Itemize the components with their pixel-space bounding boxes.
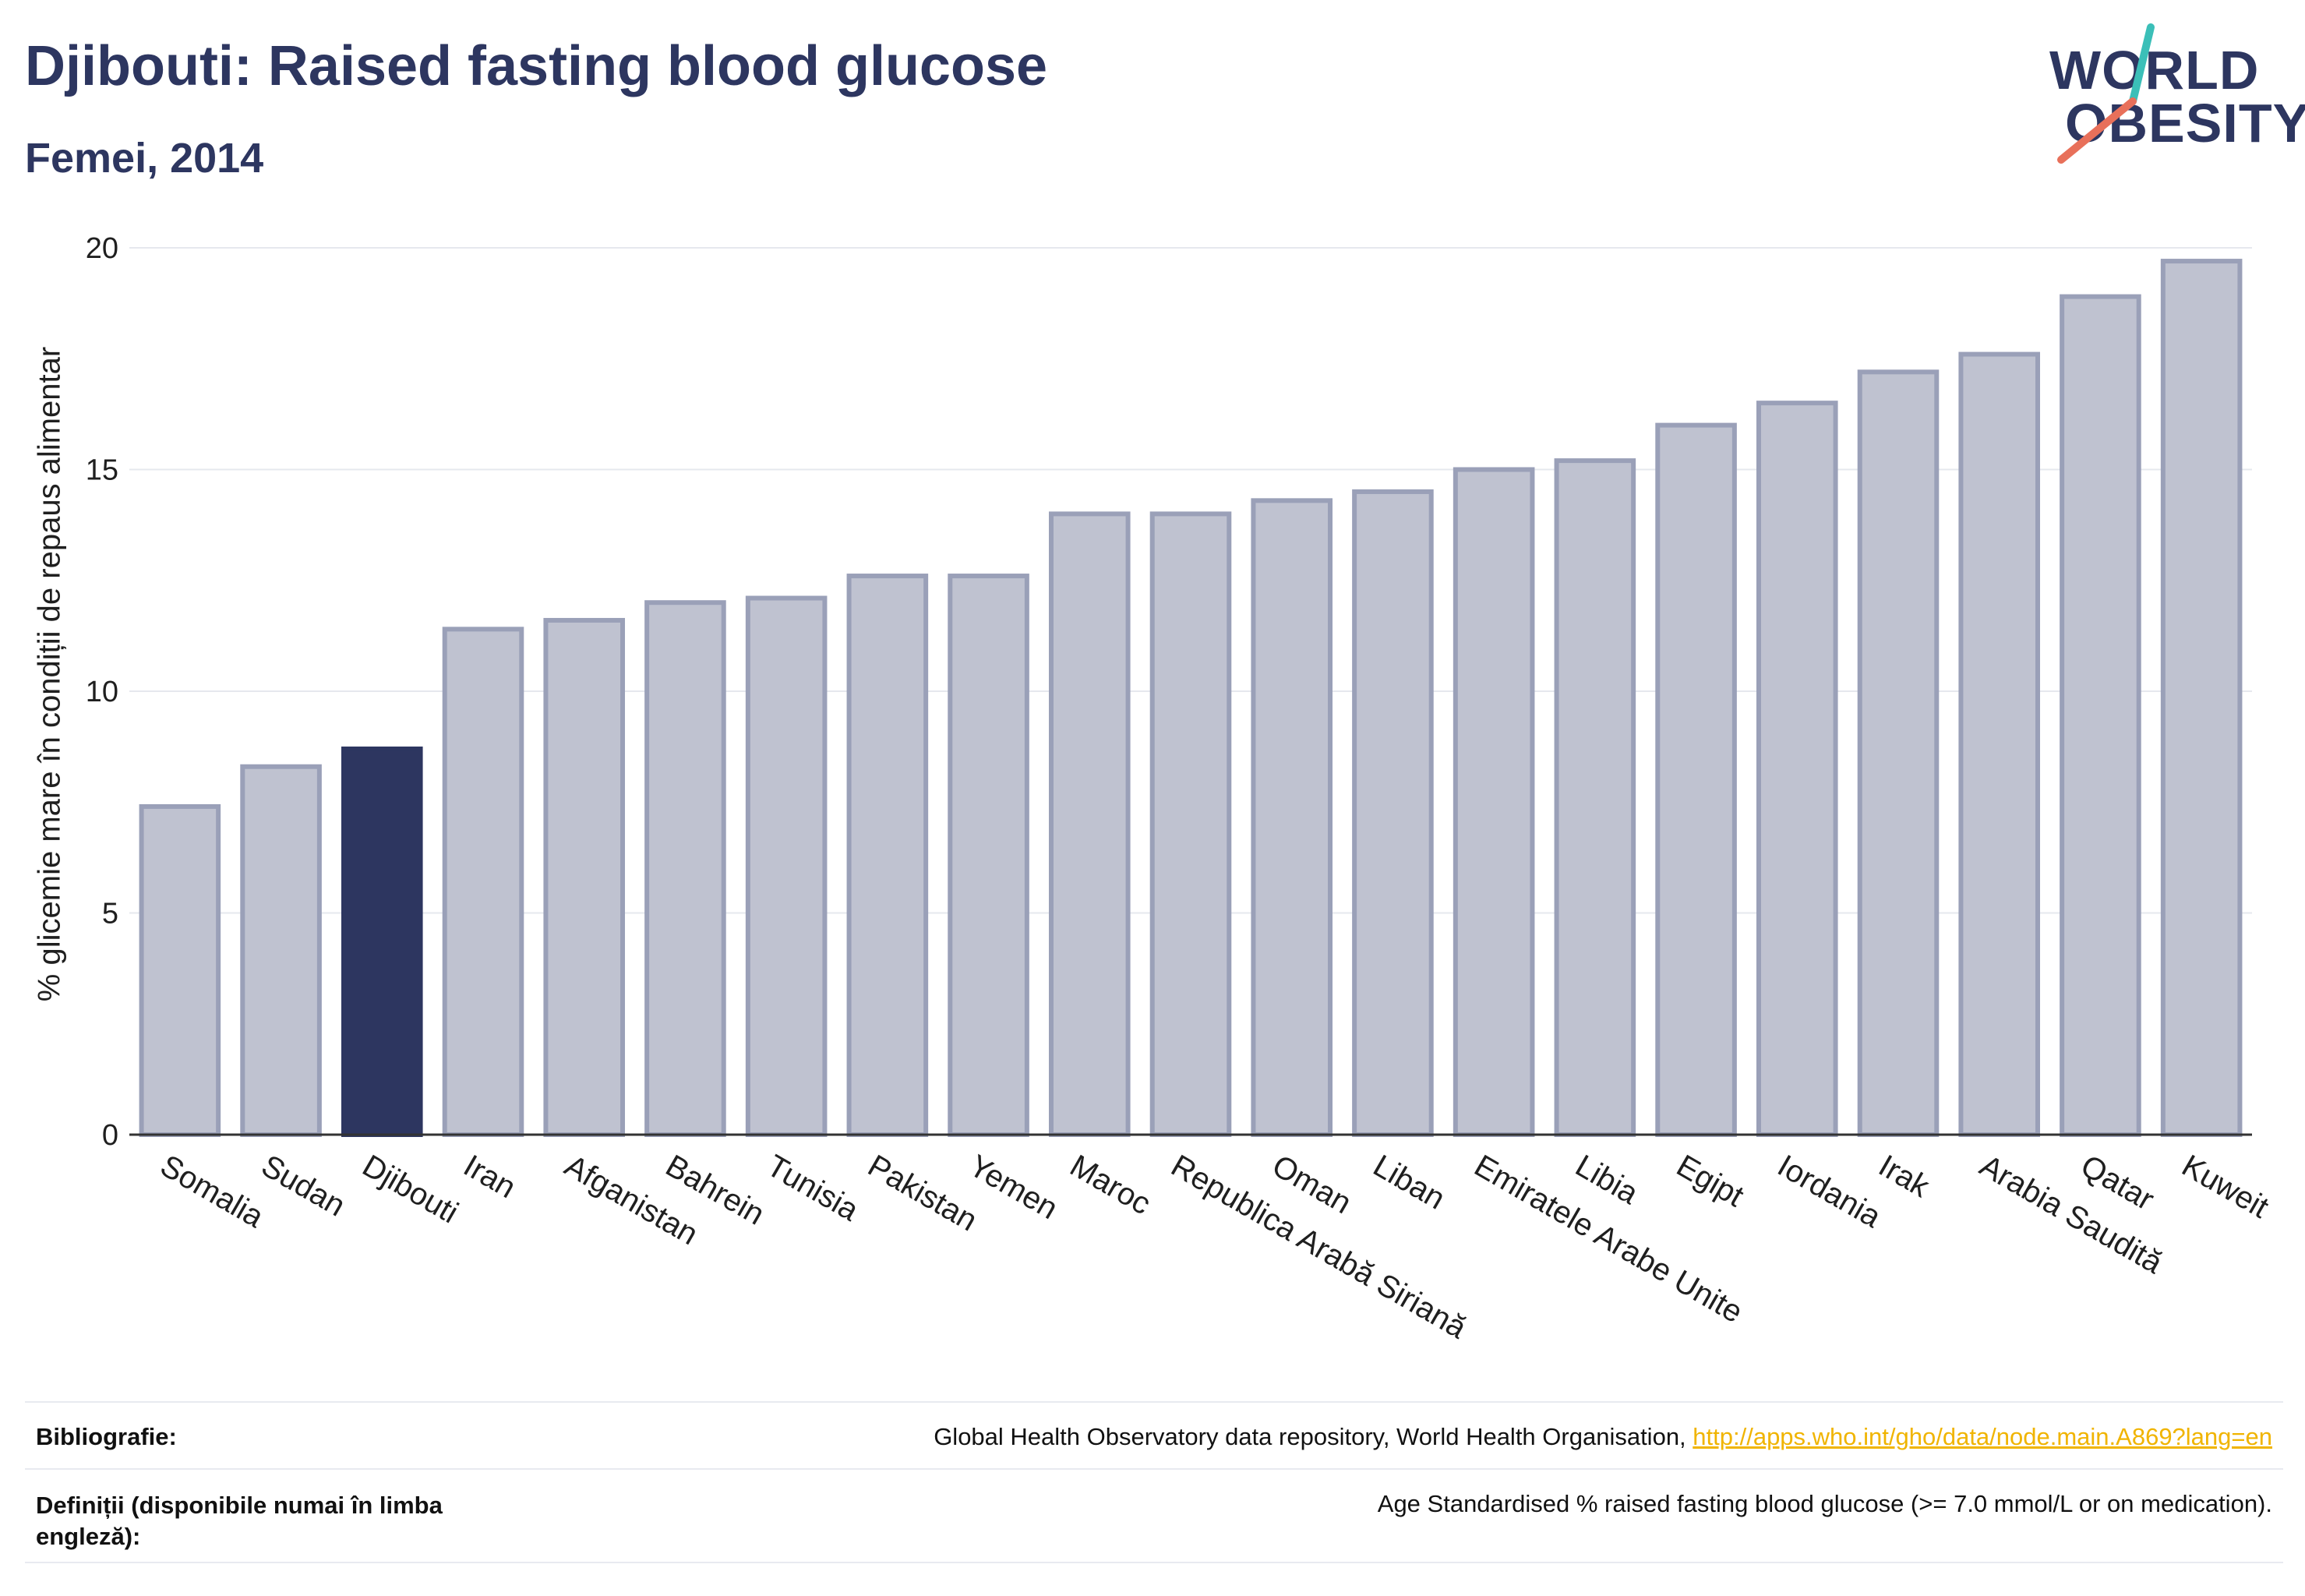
bar-republica-arabă-siriană [1149,511,1232,1137]
bibliography-label: Bibliografie: [36,1423,177,1450]
bar-iran [442,627,524,1137]
x-tick-label: Liban [1368,1149,1451,1216]
bar-oman [1251,498,1333,1137]
y-tick-label: 0 [102,1119,118,1152]
x-tick-label: Somalia [154,1149,270,1235]
bar-maroc [1048,511,1131,1137]
bibliography-link[interactable]: http://apps.who.int/gho/data/node.main.A… [1693,1423,2272,1450]
bar-yemen [948,574,1029,1137]
bar-egipt [1655,422,1737,1137]
bibliography-value: Global Health Observatory data repositor… [934,1423,2272,1451]
bar-iordania [1756,401,1838,1137]
x-tick-label: Kuweit [2176,1149,2275,1225]
bar-djibouti [341,746,423,1137]
bar-libia [1554,458,1636,1137]
logo-slash-icon [2057,23,2155,164]
bar-kuweit [2160,259,2243,1138]
y-tick-label: 15 [86,454,118,487]
bar-irak [1857,369,1940,1137]
bar-sudan [240,764,322,1137]
bar-pakistan [846,574,929,1137]
x-tick-label: Djibouti [357,1149,464,1231]
bar-somalia [139,803,221,1137]
bar-liban [1352,489,1434,1137]
y-tick-label: 5 [102,898,118,930]
x-tick-label: Pakistan [862,1149,983,1238]
page-title: Djibouti: Raised fasting blood glucose [25,35,1048,97]
x-tick-label: Irak [1873,1149,1936,1205]
bar-qatar [2060,294,2141,1138]
bar-afganistan [543,617,626,1137]
x-tick-label: Iordania [1772,1149,1887,1235]
bar-arabia-saudită [1958,351,2041,1137]
definitions-label: Definiții (disponibile numai în limba en… [36,1492,443,1550]
bibliography-row: Bibliografie: Global Health Observatory … [25,1401,2283,1468]
y-tick-label: 20 [86,232,118,265]
x-tick-label: Tunisia [761,1149,865,1228]
x-tick-label: Iran [458,1149,522,1206]
definitions-value: Age Standardised % raised fasting blood … [1377,1490,2272,1517]
y-tick-label: 10 [86,676,118,708]
bar-emiratele-arabe-unite [1453,467,1535,1137]
bibliography-text: Global Health Observatory data repositor… [934,1423,1693,1450]
x-tick-label: Libia [1569,1149,1644,1212]
bar-tunisia [745,595,828,1137]
bar-bahrein [644,600,726,1137]
logo-line1: WORLD [2049,40,2260,101]
y-axis-label: % glicemie mare în condiții de repaus al… [32,346,67,1002]
x-tick-label: Sudan [256,1149,351,1223]
x-tick-label: Maroc [1064,1149,1156,1222]
world-obesity-logo: WORLD OBESITY [2042,23,2305,164]
footer-table: Bibliografie: Global Health Observatory … [25,1401,2283,1563]
definitions-row: Definiții (disponibile numai în limba en… [25,1468,2283,1563]
x-tick-label: Egipt [1671,1149,1749,1214]
page-subtitle: Femei, 2014 [25,135,264,182]
